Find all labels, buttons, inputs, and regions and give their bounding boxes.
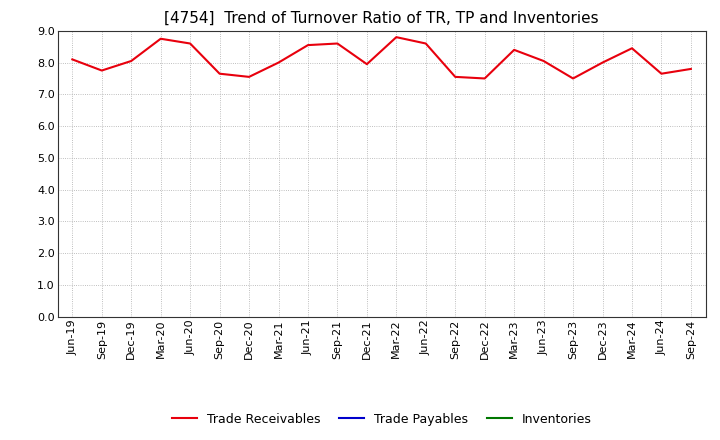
Trade Receivables [333, 41, 342, 46]
Trade Receivables [304, 42, 312, 48]
Legend: Trade Receivables, Trade Payables, Inventories: Trade Receivables, Trade Payables, Inven… [166, 408, 597, 431]
Trade Receivables [186, 41, 194, 46]
Trade Receivables [598, 60, 607, 65]
Trade Receivables [68, 57, 76, 62]
Trade Receivables [127, 59, 135, 64]
Trade Receivables [657, 71, 666, 76]
Trade Receivables [274, 60, 283, 65]
Trade Receivables [215, 71, 224, 76]
Trade Receivables [451, 74, 459, 80]
Trade Receivables [363, 62, 372, 67]
Trade Receivables [510, 47, 518, 52]
Trade Receivables [421, 41, 430, 46]
Trade Receivables [539, 59, 548, 64]
Trade Receivables [480, 76, 489, 81]
Trade Receivables [245, 74, 253, 80]
Trade Receivables [392, 34, 400, 40]
Trade Receivables [687, 66, 696, 72]
Title: [4754]  Trend of Turnover Ratio of TR, TP and Inventories: [4754] Trend of Turnover Ratio of TR, TP… [164, 11, 599, 26]
Line: Trade Receivables: Trade Receivables [72, 37, 691, 78]
Trade Receivables [97, 68, 106, 73]
Trade Receivables [628, 46, 636, 51]
Trade Receivables [156, 36, 165, 41]
Trade Receivables [569, 76, 577, 81]
